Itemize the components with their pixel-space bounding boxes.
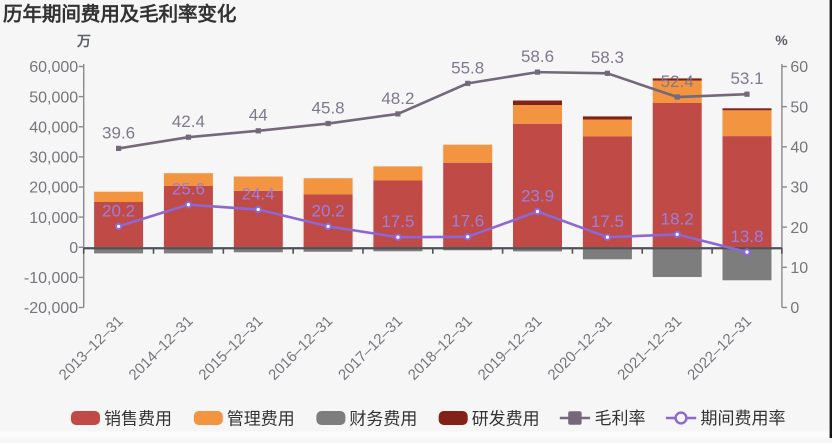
- svg-text:58.6: 58.6: [521, 47, 554, 66]
- svg-text:44: 44: [249, 106, 268, 125]
- svg-text:17.6: 17.6: [451, 212, 484, 231]
- svg-text:20: 20: [790, 220, 808, 237]
- svg-text:18.2: 18.2: [661, 209, 694, 228]
- svg-text:20,000: 20,000: [29, 180, 78, 197]
- svg-text:52.4: 52.4: [661, 72, 694, 91]
- svg-text:-10,000: -10,000: [24, 270, 78, 287]
- svg-text:17.5: 17.5: [591, 212, 624, 231]
- svg-text:42.4: 42.4: [172, 112, 205, 131]
- svg-text:60,000: 60,000: [29, 59, 78, 76]
- svg-text:0: 0: [69, 240, 78, 257]
- svg-text:0: 0: [790, 300, 799, 317]
- svg-text:25.6: 25.6: [172, 180, 205, 199]
- svg-text:历年期间费用及毛利率变化: 历年期间费用及毛利率变化: [3, 3, 237, 26]
- svg-text:-20,000: -20,000: [24, 300, 78, 317]
- svg-text:24.4: 24.4: [242, 184, 275, 203]
- svg-text:45.8: 45.8: [312, 98, 345, 117]
- svg-text:%: %: [775, 32, 788, 48]
- svg-text:10,000: 10,000: [29, 210, 78, 227]
- svg-text:40,000: 40,000: [29, 119, 78, 136]
- svg-text:55.8: 55.8: [451, 58, 484, 77]
- svg-text:万: 万: [76, 33, 91, 49]
- svg-text:财务费用: 财务费用: [349, 409, 417, 428]
- svg-text:53.1: 53.1: [730, 69, 763, 88]
- svg-text:20.2: 20.2: [102, 201, 135, 220]
- svg-text:20.2: 20.2: [312, 201, 345, 220]
- svg-text:60: 60: [790, 59, 808, 76]
- svg-text:40: 40: [790, 140, 808, 157]
- svg-text:23.9: 23.9: [521, 186, 554, 205]
- svg-text:30,000: 30,000: [29, 150, 78, 167]
- svg-text:39.6: 39.6: [102, 123, 135, 142]
- svg-text:销售费用: 销售费用: [104, 409, 172, 428]
- svg-text:48.2: 48.2: [381, 89, 414, 108]
- svg-text:30: 30: [790, 180, 808, 197]
- svg-text:50,000: 50,000: [29, 89, 78, 106]
- svg-text:13.8: 13.8: [730, 227, 763, 246]
- svg-text:58.3: 58.3: [591, 48, 624, 67]
- svg-text:毛利率: 毛利率: [595, 409, 646, 428]
- svg-text:期间费用率: 期间费用率: [701, 409, 786, 428]
- svg-text:管理费用: 管理费用: [227, 409, 295, 428]
- svg-text:50: 50: [790, 99, 808, 116]
- svg-text:研发费用: 研发费用: [472, 409, 540, 428]
- svg-text:10: 10: [790, 260, 808, 277]
- svg-text:17.5: 17.5: [381, 212, 414, 231]
